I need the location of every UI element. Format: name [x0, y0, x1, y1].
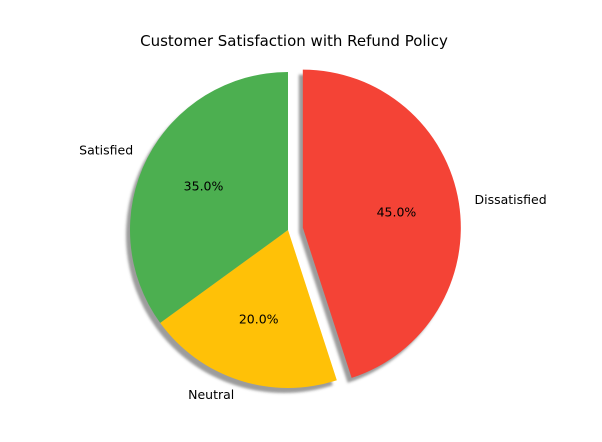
slice-label-neutral: Neutral — [188, 387, 234, 402]
slice-neutral — [160, 230, 337, 388]
percent-label-neutral: 20.0% — [239, 312, 279, 327]
percent-label-dissatisfied: 45.0% — [377, 204, 417, 219]
pie-labels: Dissatisfied 45.0% Neutral 20.0% Satisfied 35… — [79, 143, 546, 402]
slice-label-dissatisfied: Dissatisfied — [474, 192, 546, 207]
slice-label-satisfied: Satisfied — [79, 143, 133, 158]
slice-dissatisfied — [302, 69, 461, 378]
pie-slices — [130, 69, 461, 388]
percent-label-satisfied: 35.0% — [184, 178, 224, 193]
slice-satisfied — [130, 71, 288, 323]
chart-title: Customer Satisfaction with Refund Policy — [140, 32, 448, 50]
